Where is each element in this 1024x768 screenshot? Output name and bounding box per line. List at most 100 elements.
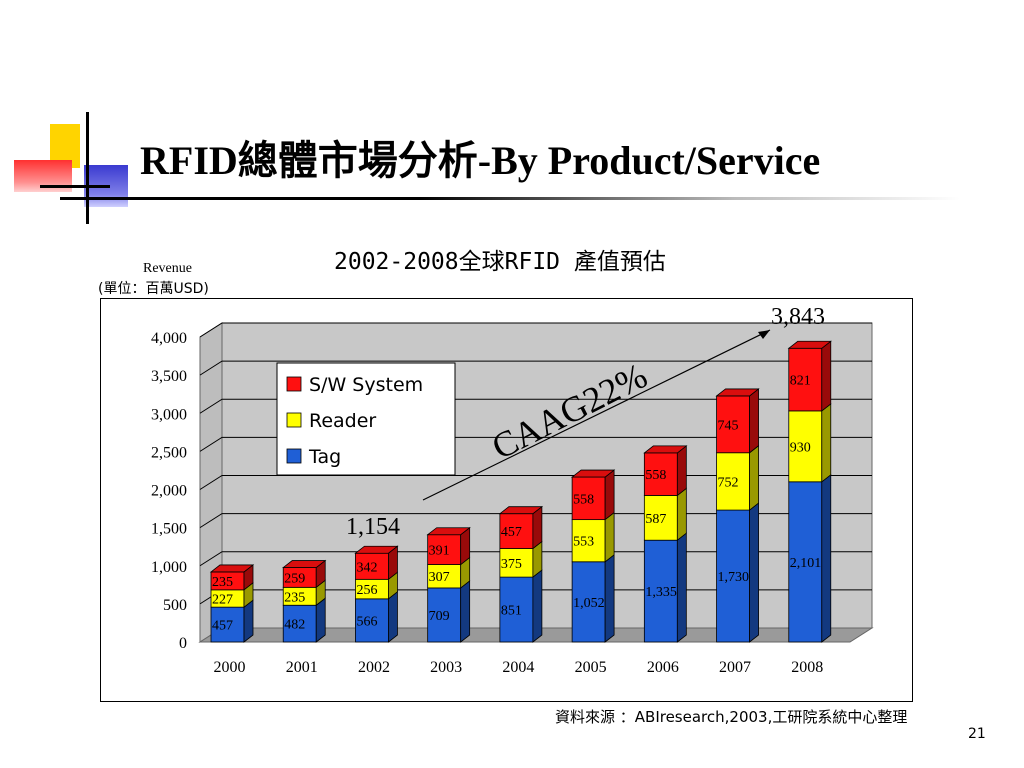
bar-side: [604, 469, 615, 521]
growth-arrow-line: [422, 329, 771, 501]
data-label: 227: [212, 592, 233, 607]
bar-side: [388, 591, 398, 643]
gridline: [199, 436, 872, 452]
bar-top: [643, 445, 688, 454]
deco-horizontal-line: [40, 185, 110, 188]
x-tick-label: 2005: [575, 659, 607, 676]
bar-top: [787, 340, 832, 349]
data-label: 235: [284, 590, 305, 605]
bar-side: [315, 597, 326, 643]
x-tick-label: 2006: [647, 659, 679, 676]
bar-segment-tag: [716, 509, 750, 643]
data-label: 566: [356, 614, 377, 629]
bar-segment-tag: [355, 598, 389, 643]
legend-swatch: [286, 376, 302, 392]
slide-title: RFID總體市場分析-By Product/Service: [140, 138, 821, 183]
legend-swatch: [286, 412, 302, 428]
data-label: 256: [356, 583, 377, 598]
bar-segment-tag: [499, 576, 534, 643]
bar-top: [498, 506, 544, 515]
legend-label: Tag: [308, 446, 341, 468]
data-label: 391: [429, 544, 450, 559]
x-tick-label: 2002: [358, 659, 390, 676]
legend-box: [276, 362, 456, 476]
data-label: 482: [284, 618, 305, 633]
y-tick-label: 3,500: [151, 368, 187, 385]
data-label: 745: [718, 418, 739, 433]
data-label: 1,335: [645, 585, 677, 600]
gridline: [199, 360, 872, 376]
data-label: 375: [501, 557, 522, 572]
legend-swatch: [286, 448, 302, 464]
bar-side: [676, 487, 687, 542]
page-number: 21: [968, 726, 986, 742]
bar-segment-s-w-system: [499, 513, 534, 549]
data-label: 558: [573, 492, 594, 507]
bar-side: [532, 569, 543, 643]
bar-top: [715, 388, 760, 397]
bar-segment-reader: [499, 548, 534, 578]
x-tick-label: 2004: [502, 659, 534, 676]
bar-segment-s-w-system: [571, 476, 606, 521]
y-tick-label: 1,500: [151, 521, 187, 538]
bar-segment-s-w-system: [355, 552, 389, 580]
y-axis-unit: (單位：百萬USD): [98, 281, 209, 297]
bar-side: [604, 511, 615, 563]
chart-title: 2002-2008全球RFID 產值預估: [334, 249, 666, 275]
bar-side: [821, 340, 832, 412]
gridline: [199, 322, 872, 338]
y-tick-label: 4,000: [151, 330, 187, 347]
data-label: 1,052: [573, 596, 605, 611]
y-tick-label: 2,000: [151, 483, 187, 500]
data-label: 342: [356, 560, 377, 575]
x-tick-label: 2008: [791, 659, 823, 676]
bar-side: [821, 403, 832, 483]
bar-top: [426, 527, 471, 536]
data-label: 752: [718, 475, 739, 490]
data-label: 851: [501, 604, 522, 619]
x-tick-label: 2001: [286, 659, 318, 676]
bar-top: [570, 469, 616, 478]
bar-segment-tag: [427, 587, 462, 643]
bar-side: [604, 553, 615, 643]
growth-arrow-head: [758, 330, 770, 339]
data-label: 1,730: [718, 570, 750, 585]
bar-side: [749, 502, 759, 643]
bar-side: [676, 532, 687, 643]
bar-side: [749, 444, 759, 511]
bar-top: [354, 545, 399, 554]
data-label: 2,101: [790, 556, 822, 571]
y-tick-label: 2,500: [151, 444, 187, 461]
data-label: 307: [429, 570, 450, 585]
y-tick-label: 500: [163, 597, 187, 614]
legend-label: S/W System: [309, 374, 423, 396]
bar-side: [821, 473, 832, 643]
data-label: 930: [790, 440, 811, 455]
y-tick-label: 3,000: [151, 406, 187, 423]
deco-vertical-line: [86, 112, 89, 224]
y-tick-label: 0: [179, 635, 187, 652]
x-tick-label: 2000: [214, 659, 246, 676]
x-tick-label: 2003: [430, 659, 462, 676]
bar-top: [209, 564, 255, 573]
bar-segment-reader: [788, 410, 823, 483]
data-label: 709: [429, 609, 450, 624]
data-label: 235: [212, 575, 233, 590]
data-label: 259: [284, 571, 305, 586]
y-axis-label: Revenue: [143, 261, 192, 276]
bar-segment-s-w-system: [643, 452, 678, 496]
bar-segment-tag: [788, 481, 823, 643]
chart-frame: [100, 298, 913, 702]
data-label: 553: [573, 535, 594, 550]
data-label: 457: [501, 525, 522, 540]
bar-top: [282, 560, 327, 568]
data-label: 821: [790, 374, 811, 389]
bar-segment-s-w-system: [716, 395, 750, 454]
gridline: [199, 398, 872, 414]
start-value-label: 1,154: [346, 514, 400, 540]
y-tick-label: 1,000: [151, 559, 187, 576]
bar-segment-tag: [210, 606, 245, 643]
bar-side: [460, 580, 471, 643]
end-value-label: 3,843: [771, 304, 825, 330]
